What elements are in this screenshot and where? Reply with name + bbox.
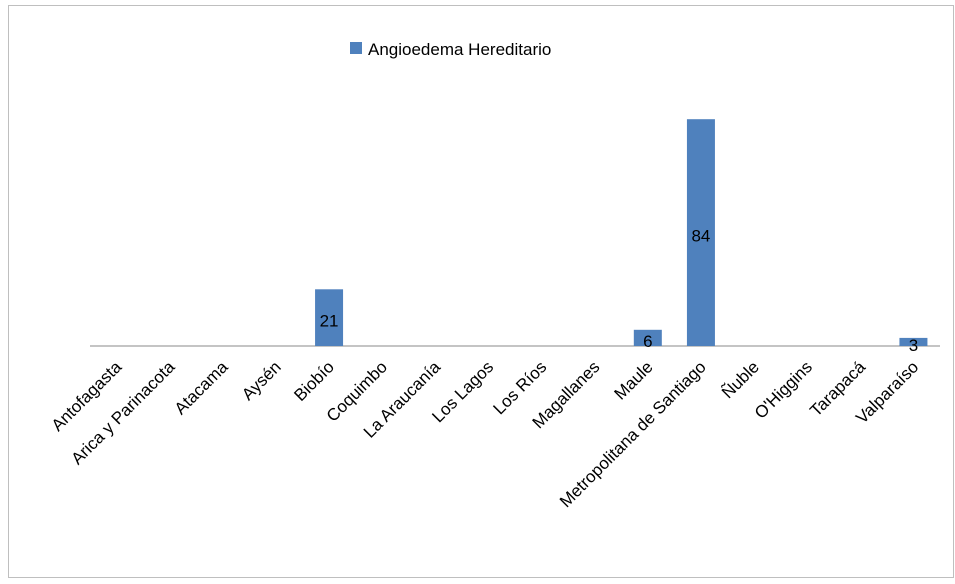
data-label: 3 [909,336,918,355]
bar [899,337,928,346]
data-label: 6 [643,332,652,351]
bar [633,329,662,346]
data-label: 84 [691,227,710,246]
legend-swatch [350,42,362,54]
bar [686,119,715,346]
chart-frame [8,5,954,578]
bar [315,289,344,346]
legend-label: Angioedema Hereditario [368,40,551,59]
data-label: 21 [320,312,339,331]
